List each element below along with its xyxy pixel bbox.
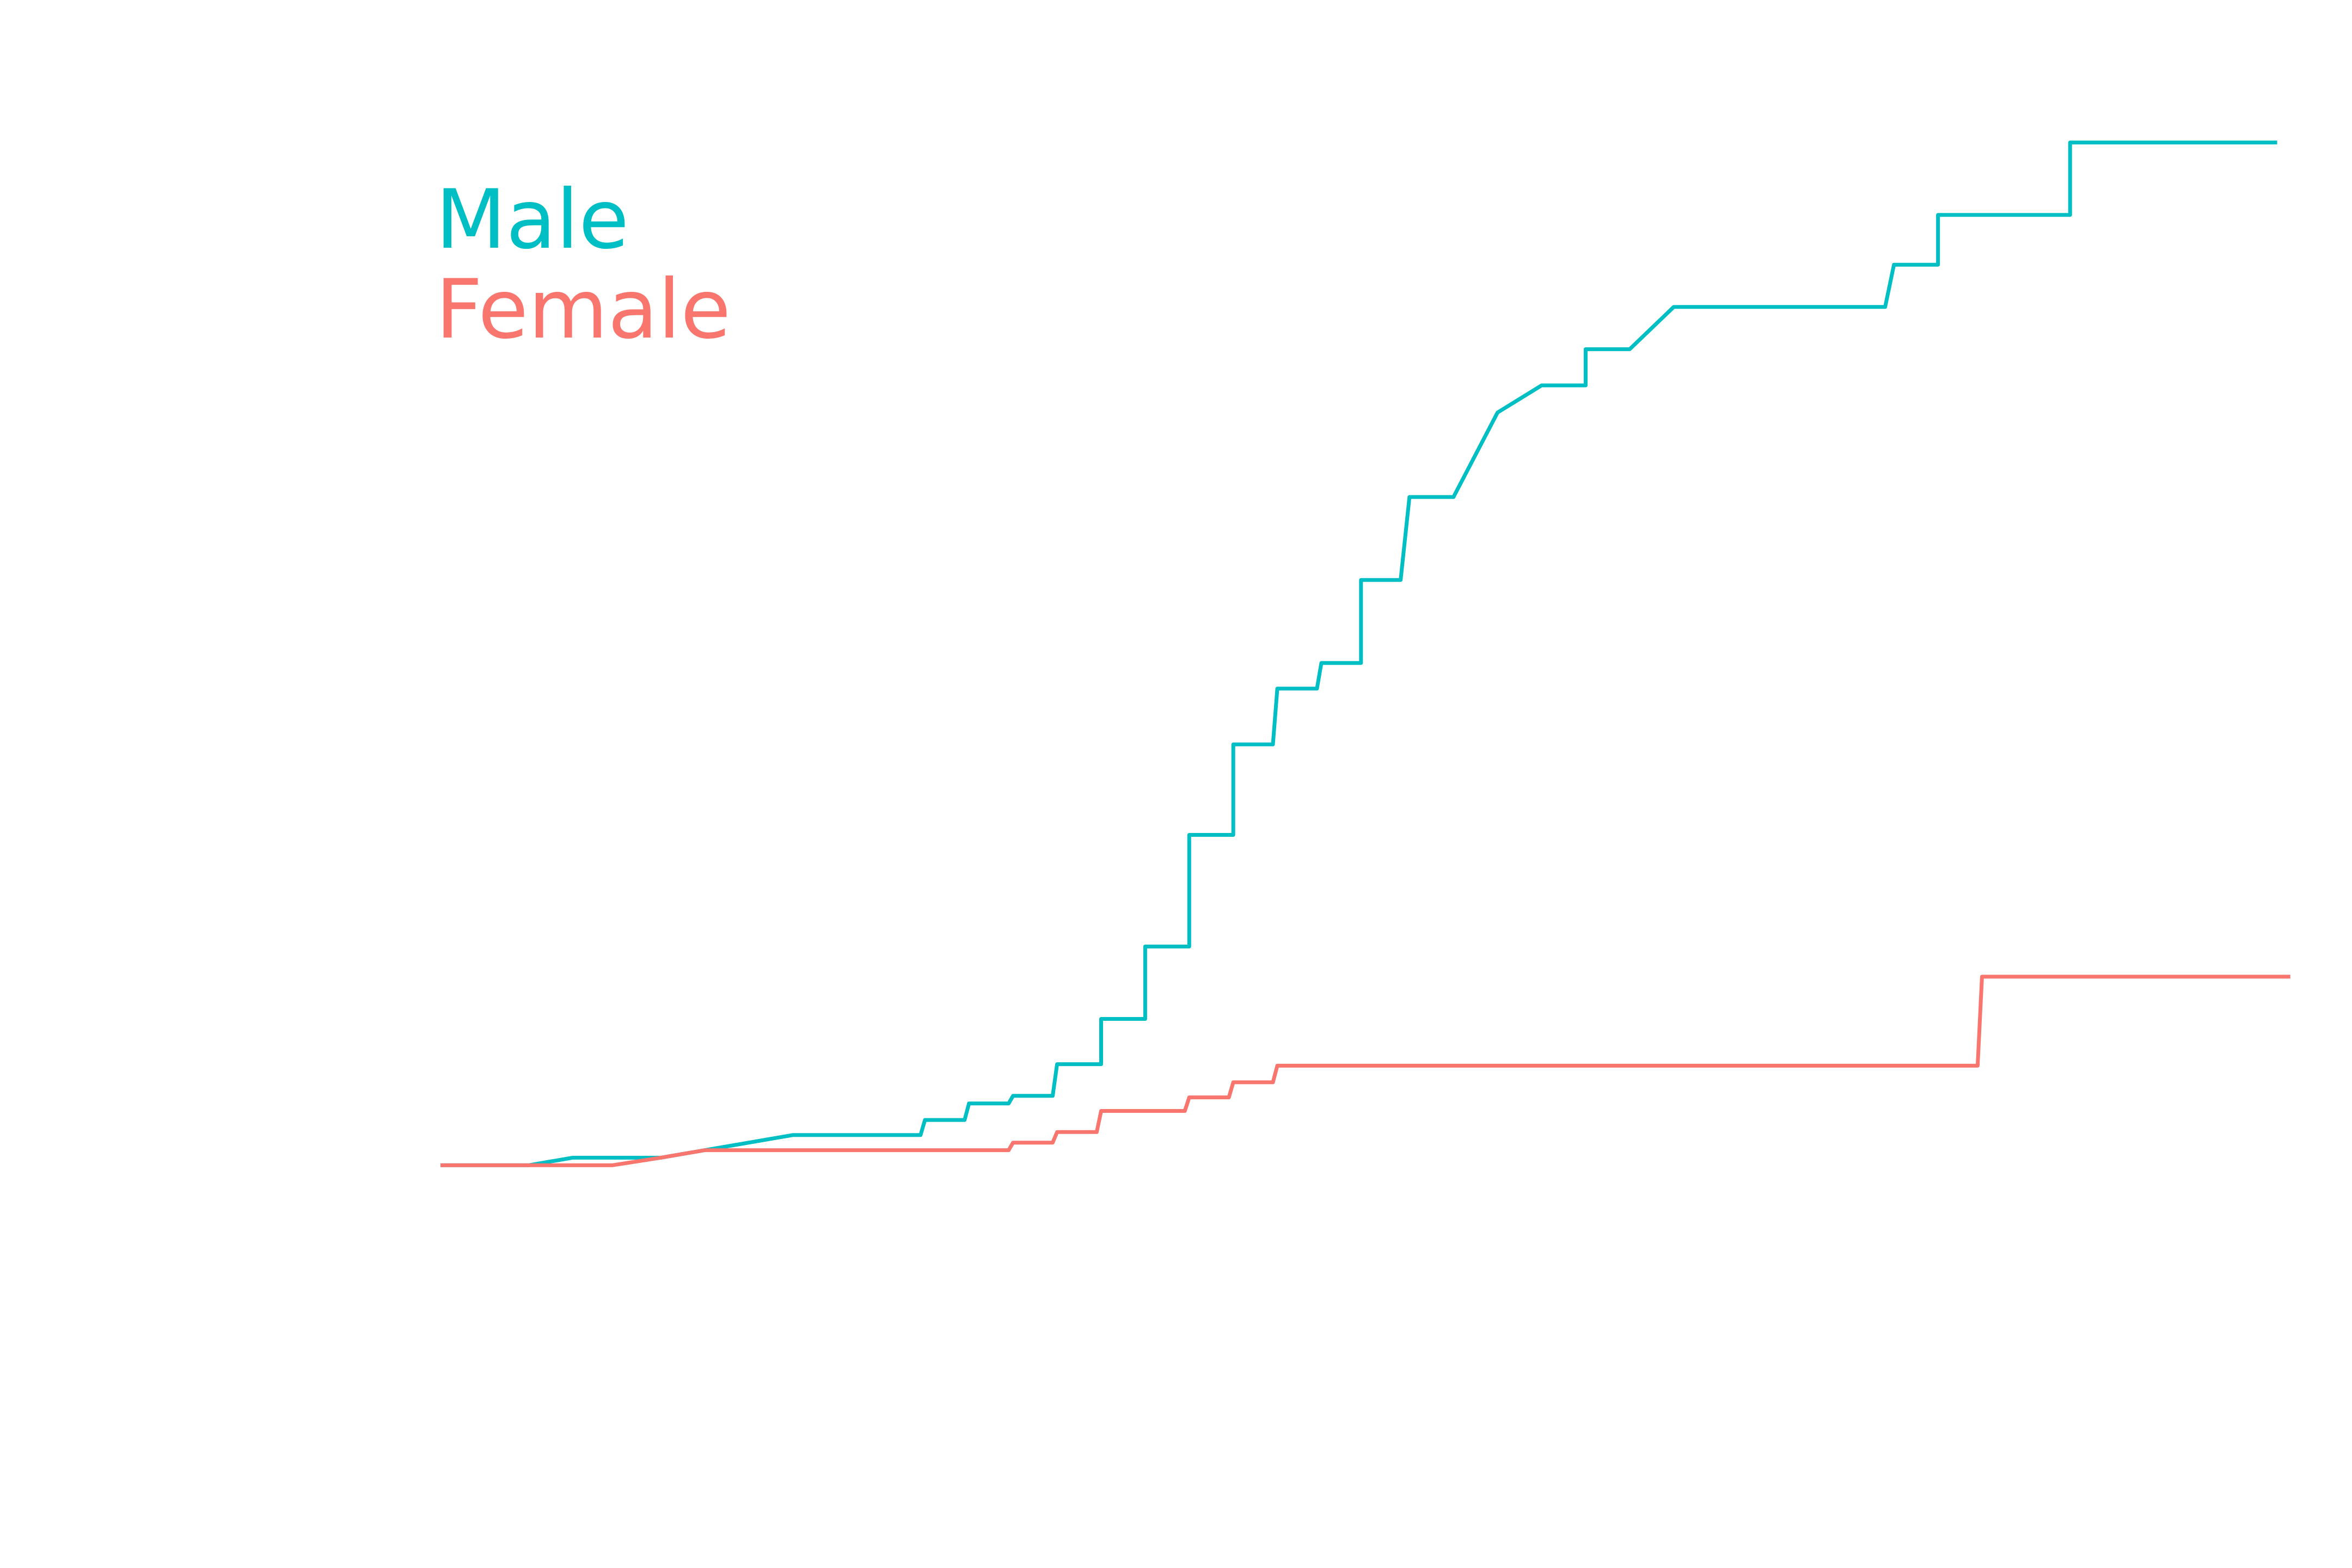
legend-entry: Male [436,173,629,267]
line-series [440,975,2290,1167]
legend-entry: Female [436,262,731,357]
line-series [440,140,2277,1167]
